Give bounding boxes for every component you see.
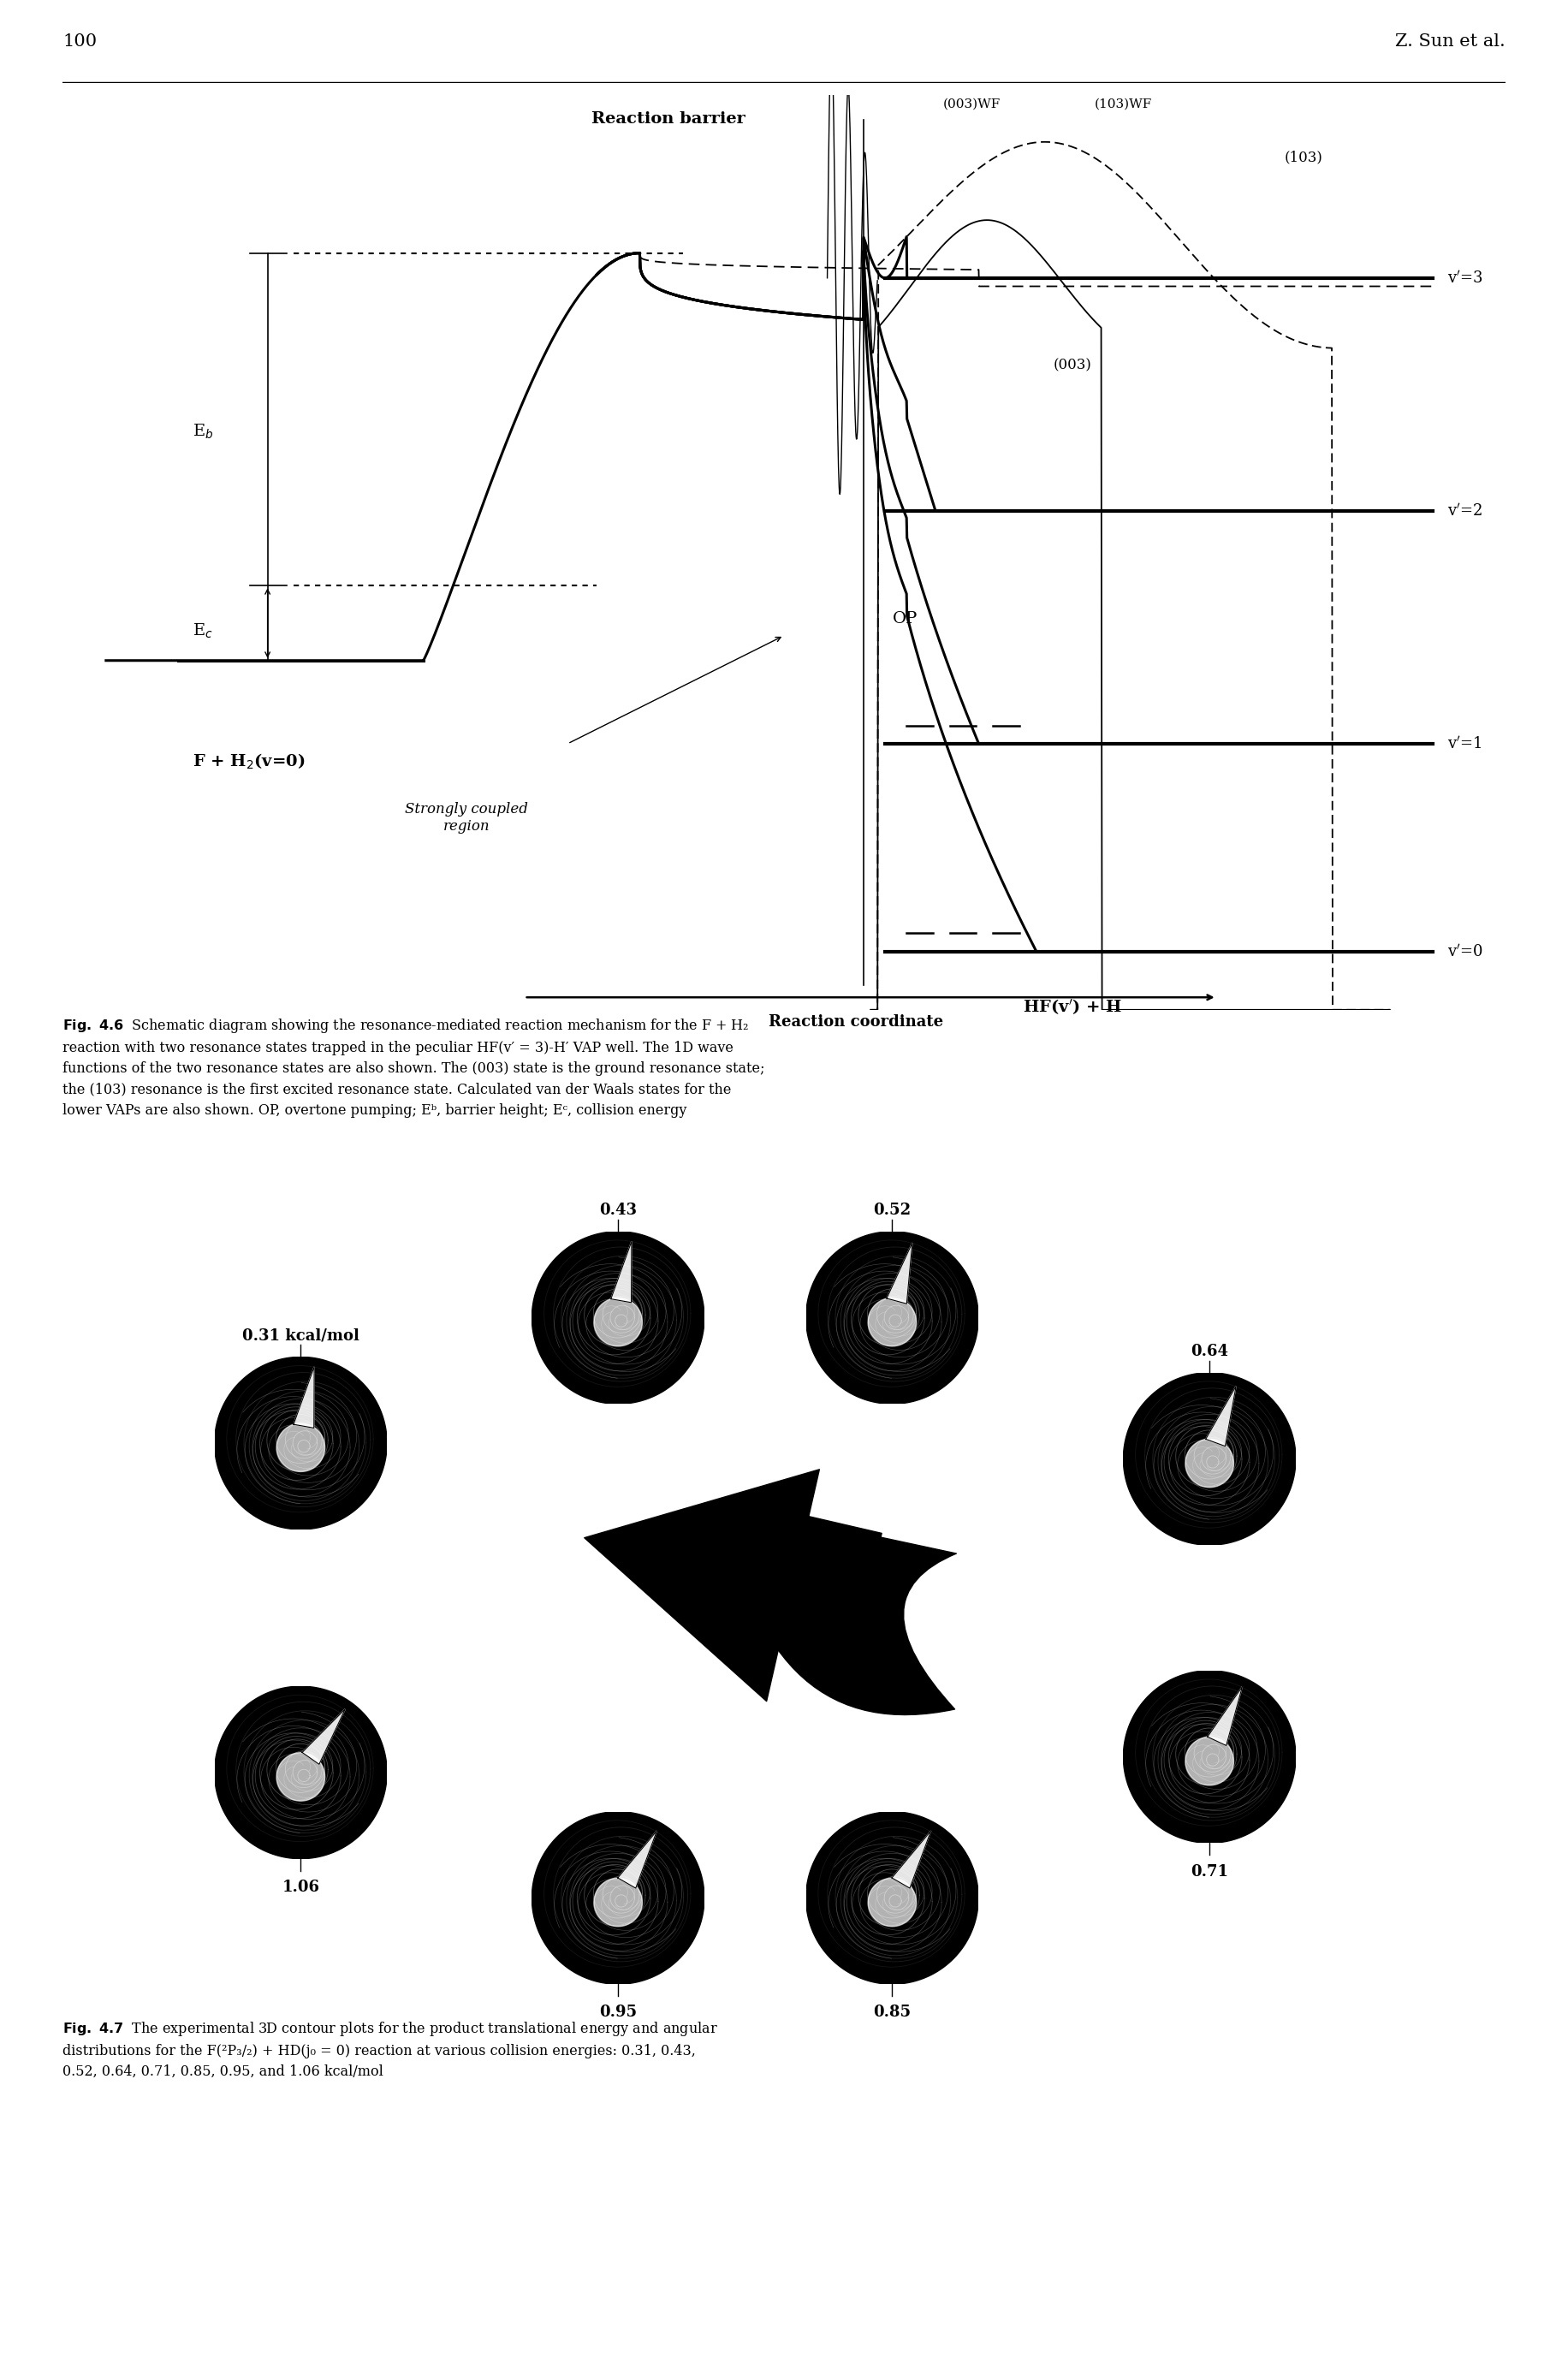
- Polygon shape: [1206, 1385, 1236, 1447]
- Text: v$'$=1: v$'$=1: [1447, 737, 1482, 751]
- Polygon shape: [594, 1877, 643, 1927]
- Text: 0.71: 0.71: [1190, 1863, 1228, 1879]
- Polygon shape: [594, 1297, 643, 1347]
- Polygon shape: [215, 1357, 387, 1530]
- Polygon shape: [532, 1231, 704, 1404]
- Text: (103)WF: (103)WF: [1094, 97, 1152, 109]
- Polygon shape: [1185, 1440, 1234, 1487]
- Polygon shape: [618, 1832, 657, 1889]
- Polygon shape: [215, 1687, 387, 1858]
- Text: 0.64: 0.64: [1190, 1342, 1228, 1359]
- Polygon shape: [276, 1423, 325, 1471]
- Polygon shape: [293, 1366, 314, 1428]
- Text: 100: 100: [63, 33, 97, 50]
- Polygon shape: [303, 1708, 345, 1765]
- Text: Z. Sun et al.: Z. Sun et al.: [1396, 33, 1505, 50]
- Polygon shape: [612, 1240, 632, 1302]
- Polygon shape: [1123, 1373, 1295, 1544]
- Text: E$_b$: E$_b$: [193, 423, 213, 442]
- Text: $\bf{Fig.\ 4.6}$  Schematic diagram showing the resonance-mediated reaction mech: $\bf{Fig.\ 4.6}$ Schematic diagram showi…: [63, 1017, 765, 1117]
- Text: 1.06: 1.06: [282, 1879, 320, 1894]
- Text: v$'$=3: v$'$=3: [1447, 271, 1483, 285]
- Text: E$_c$: E$_c$: [193, 623, 213, 642]
- Text: 0.52: 0.52: [873, 1202, 911, 1217]
- Text: 0.85: 0.85: [873, 2005, 911, 2020]
- Polygon shape: [1123, 1670, 1295, 1844]
- Text: 0.43: 0.43: [599, 1202, 637, 1217]
- Text: v$'$=0: v$'$=0: [1447, 943, 1483, 960]
- Polygon shape: [869, 1297, 916, 1347]
- Text: (103): (103): [1284, 150, 1322, 164]
- Polygon shape: [806, 1813, 978, 1984]
- Text: F + H$_2$(v=0): F + H$_2$(v=0): [193, 753, 304, 772]
- Polygon shape: [276, 1753, 325, 1801]
- Text: (003)WF: (003)WF: [942, 97, 1000, 109]
- Polygon shape: [806, 1231, 978, 1404]
- Polygon shape: [1207, 1687, 1242, 1746]
- Text: HF(v$'$) + H: HF(v$'$) + H: [1022, 998, 1123, 1017]
- Polygon shape: [532, 1813, 704, 1984]
- Polygon shape: [886, 1243, 913, 1304]
- Polygon shape: [1185, 1737, 1234, 1784]
- Text: $\bf{Fig.\ 4.7}$  The experimental 3D contour plots for the product translationa: $\bf{Fig.\ 4.7}$ The experimental 3D con…: [63, 2020, 718, 2079]
- Text: Reaction barrier: Reaction barrier: [591, 112, 745, 126]
- Text: Strongly coupled
region: Strongly coupled region: [405, 803, 528, 834]
- Text: OP: OP: [892, 611, 917, 627]
- Polygon shape: [869, 1877, 916, 1927]
- Text: (003): (003): [1054, 359, 1091, 373]
- Text: Reaction coordinate: Reaction coordinate: [768, 1015, 944, 1029]
- Text: 0.95: 0.95: [599, 2005, 637, 2020]
- Polygon shape: [892, 1832, 931, 1889]
- Text: v$'$=2: v$'$=2: [1447, 504, 1483, 518]
- Text: 0.31 kcal/mol: 0.31 kcal/mol: [241, 1328, 359, 1342]
